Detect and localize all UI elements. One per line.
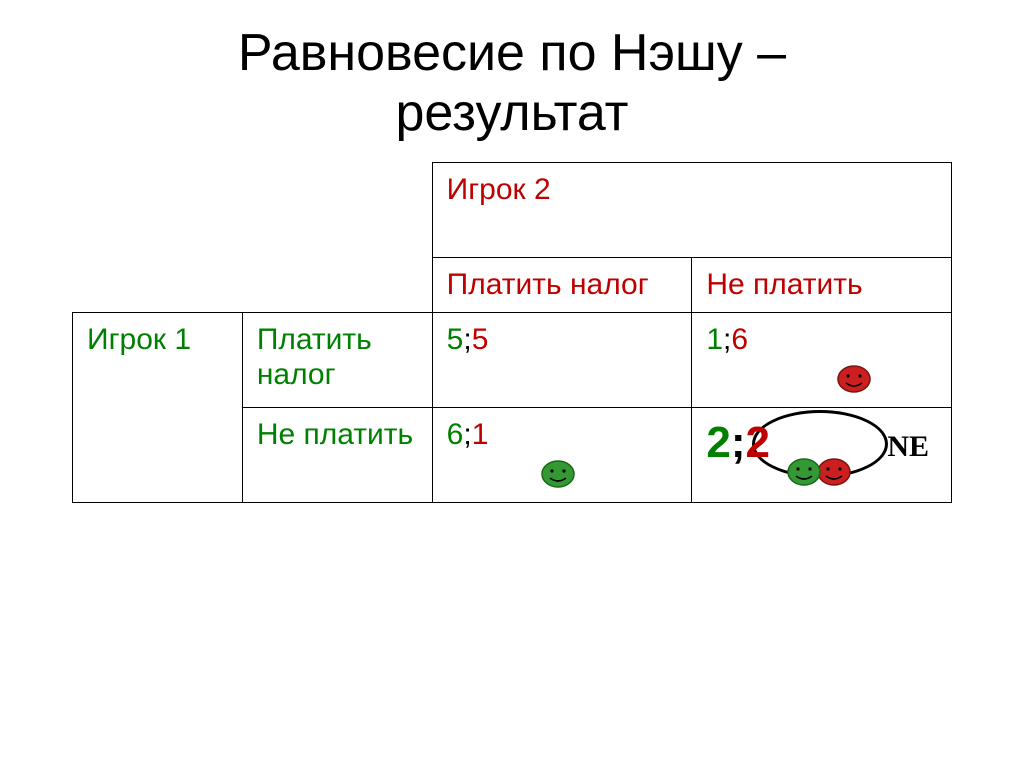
p2-pay-label: Платить налог [447, 268, 649, 301]
p2-strategy-nopay: Не платить [692, 257, 952, 313]
smiley-green-icon [787, 458, 821, 486]
p2-strategy-pay: Платить налог [432, 257, 692, 313]
bl-v1: 6 [447, 418, 464, 451]
payoff-tr: 1;6 [706, 323, 748, 358]
tr-v1: 1 [706, 323, 723, 356]
tl-v1: 5 [447, 323, 464, 356]
player1-header: Игрок 1 [73, 313, 243, 503]
ne-label: NE [887, 430, 929, 465]
cell-tr: 1;6 [692, 313, 952, 408]
p1-pay-label: Платить налог [257, 323, 372, 391]
payoff-bl: 6;1 [447, 418, 489, 453]
smiley-red-icon [837, 365, 871, 393]
payoff-br: 2;2 [706, 418, 770, 469]
player2-label: Игрок 2 [447, 173, 551, 206]
smiley-green-icon [541, 460, 575, 488]
tl-v2: 5 [472, 323, 489, 356]
payoff-table-wrap: Игрок 2 Платить налог Не платить Игрок 1… [72, 162, 952, 504]
tr-v2: 6 [731, 323, 748, 356]
p1-strategy-nopay: Не платить [242, 408, 432, 503]
smiley-red-icon [817, 458, 851, 486]
payoff-table: Игрок 2 Платить налог Не платить Игрок 1… [72, 162, 952, 504]
cell-br: 2;2 [692, 408, 952, 503]
cell-bl: 6;1 [432, 408, 692, 503]
p1-strategy-pay: Платить налог [242, 313, 432, 408]
player2-header: Игрок 2 [432, 162, 951, 257]
page-title: Равновесие по Нэшу – результат [0, 0, 1024, 162]
title-line1: Равновесие по Нэшу – [238, 24, 786, 82]
br-v2: 2 [745, 418, 769, 467]
p2-nopay-label: Не платить [706, 268, 862, 301]
player1-label: Игрок 1 [87, 323, 191, 356]
cell-tl: 5;5 [432, 313, 692, 408]
table-row: Игрок 1 Платить налог 5;5 1;6 [73, 313, 952, 408]
table-row: Игрок 2 [73, 162, 952, 257]
p1-nopay-label: Не платить [257, 418, 413, 451]
title-line2: результат [395, 84, 628, 142]
br-v1: 2 [706, 418, 730, 467]
bl-v2: 1 [472, 418, 489, 451]
payoff-tl: 5;5 [447, 323, 489, 358]
slide: Равновесие по Нэшу – результат Игрок 2 П… [0, 0, 1024, 768]
blank-corner [73, 162, 433, 313]
